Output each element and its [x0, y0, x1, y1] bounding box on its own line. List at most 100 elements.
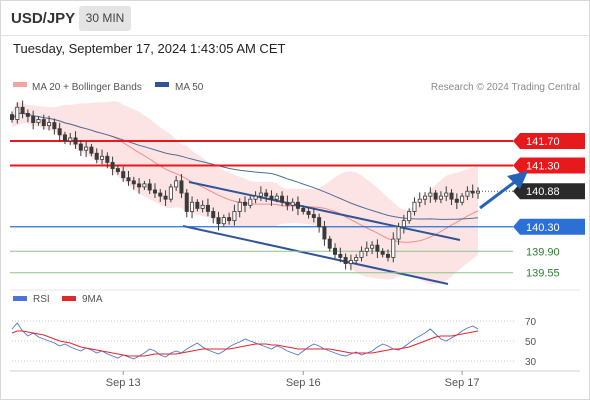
candle-body [280, 195, 285, 203]
candle-body [475, 190, 480, 194]
candle-body [52, 122, 57, 130]
candle-body [269, 195, 274, 200]
candle-body [131, 180, 136, 185]
symbol-label: USD/JPY [11, 10, 76, 27]
candle-body [470, 190, 475, 194]
candle-body [423, 195, 428, 200]
trend-channel [182, 181, 461, 285]
candle-body [338, 253, 343, 258]
bollinger-band-fill [12, 101, 478, 284]
candle-body [179, 180, 184, 194]
candle-body [110, 162, 115, 169]
candle-body [100, 155, 105, 160]
candle-body [258, 192, 263, 197]
ma50-line [11, 112, 479, 220]
x-tick-label: Sep 13 [106, 377, 141, 389]
candle-body [84, 146, 89, 151]
price-level-label-0: 141.70 [526, 136, 560, 148]
candle-body [126, 177, 131, 182]
legend-rsi: RSI 9MA [13, 294, 103, 305]
candle-body [444, 192, 449, 197]
rsi-legend-swatch [13, 296, 27, 301]
candle-body [285, 201, 290, 206]
rsi-tick-label: 30 [525, 357, 537, 368]
x-tick-label: Sep 16 [286, 377, 321, 389]
candle-body [89, 146, 94, 154]
legend-top: MA 20 + Bollinger Bands MA 50 Research ©… [13, 82, 580, 93]
price-level-label-2: 140.88 [526, 186, 560, 198]
candle-body [354, 257, 359, 261]
candle-body [57, 128, 62, 136]
ma50-legend-swatch [155, 82, 169, 87]
bollinger-bands [12, 101, 478, 284]
candle-body [460, 195, 465, 203]
candle-body [242, 201, 247, 206]
candle-body [142, 183, 147, 188]
candle-body [9, 114, 14, 120]
forecast-arrow-shaft [479, 176, 521, 210]
candle-body [227, 217, 232, 222]
candle-body [78, 143, 83, 151]
ma9-legend-label: 9MA [82, 294, 103, 305]
candle-body [68, 137, 73, 142]
forecast-arrow-head [507, 171, 528, 189]
candle-body [237, 201, 242, 212]
candle-body [163, 195, 168, 200]
ma9-legend-swatch [62, 296, 76, 301]
timestamp: Tuesday, September 17, 2024 1:43:05 AM C… [13, 41, 286, 56]
candle-body [343, 257, 348, 264]
candle-body [36, 119, 41, 123]
channel-upper-line [188, 181, 461, 241]
candle-body [15, 106, 20, 120]
candle-body [370, 244, 375, 249]
candle-body [333, 247, 338, 255]
candle-body [211, 211, 216, 218]
candle-body [301, 207, 306, 212]
candle-body [147, 183, 152, 191]
forecast-arrow [479, 171, 528, 210]
timeframe-button[interactable]: 30 MIN [79, 6, 131, 31]
rsi-tick-label: 50 [525, 337, 537, 348]
candle-body [25, 112, 30, 117]
candle-body [364, 247, 369, 252]
candle-body [248, 198, 253, 206]
candle-body [391, 238, 396, 258]
price-level-label-1: 141.30 [526, 160, 560, 172]
candle-body [221, 217, 226, 225]
header-bar: USD/JPY 30 MIN [0, 0, 590, 36]
candle-body [317, 217, 322, 228]
candle-body [449, 192, 454, 200]
candle-body [184, 192, 189, 212]
candle-body [200, 204, 205, 209]
candle-body [407, 211, 412, 222]
candle-body [401, 220, 406, 228]
price-levels: 141.70 141.30 140.88 140.30 139.90 139.55 [10, 132, 585, 280]
candle-body [216, 217, 221, 225]
candle-body [115, 168, 120, 173]
candle-body [380, 250, 385, 255]
candle-body [322, 226, 327, 240]
copyright-label: Research © 2024 Trading Central [431, 82, 580, 93]
candle-body [385, 253, 390, 258]
candle-body [274, 195, 279, 200]
price-level-tag-2 [513, 183, 585, 200]
price-level-label-3: 140.30 [526, 222, 560, 234]
rsi-ma-line [11, 330, 479, 357]
candle-body [31, 116, 36, 123]
x-axis: Sep 13 Sep 16 Sep 17 [106, 371, 480, 389]
price-level-label-4: 139.90 [526, 246, 560, 258]
candle-body [348, 260, 353, 264]
candle-body [438, 195, 443, 200]
candle-body [327, 238, 332, 249]
price-level-tag-1 [513, 157, 585, 174]
price-level-tag-0 [513, 132, 585, 149]
rsi-tick-label: 70 [525, 317, 537, 328]
candle-body [375, 244, 380, 252]
candle-body [174, 180, 179, 188]
candle-body [137, 183, 142, 188]
candle-body [396, 226, 401, 240]
candle-body [359, 250, 364, 258]
candle-body [195, 201, 200, 209]
candlesticks [9, 100, 480, 271]
